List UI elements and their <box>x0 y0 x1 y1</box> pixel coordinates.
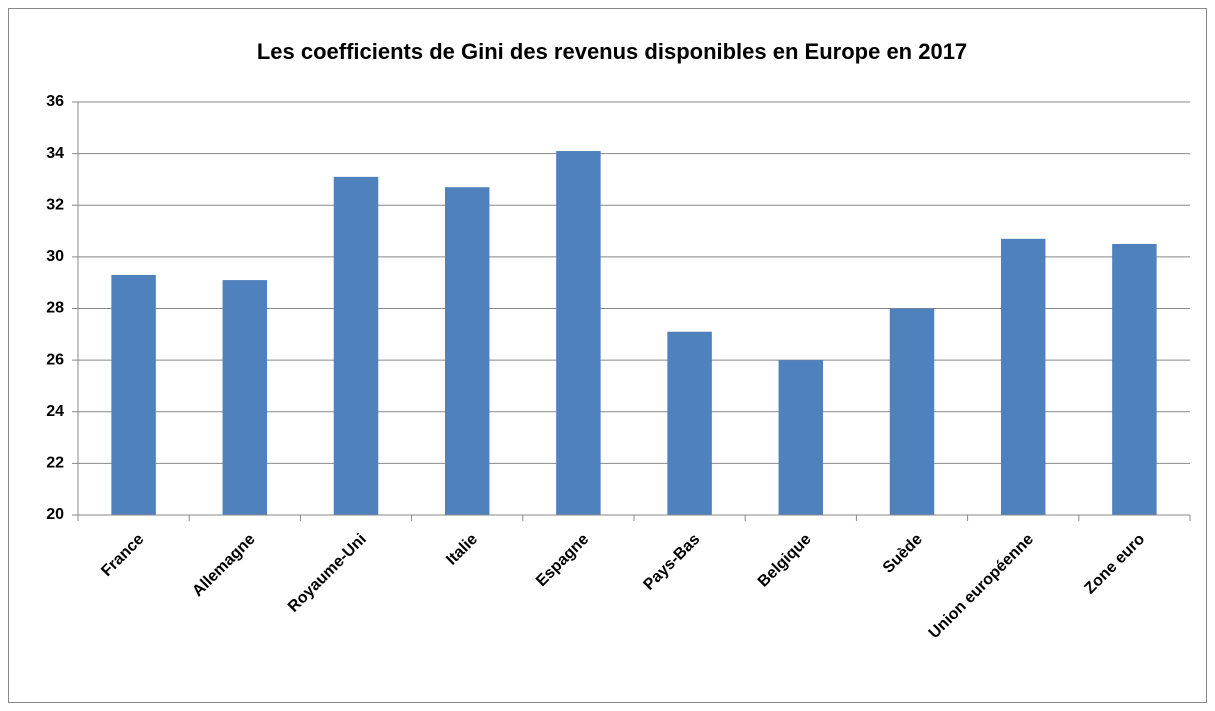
y-tick-label: 34 <box>46 145 64 162</box>
y-tick-label: 28 <box>46 300 64 317</box>
bar <box>444 187 490 515</box>
y-tick-label: 30 <box>46 248 64 265</box>
y-tick-label: 36 <box>46 93 64 110</box>
y-tick-label: 20 <box>46 506 64 523</box>
bar <box>556 151 601 515</box>
y-tick-label: 32 <box>46 196 64 213</box>
bar <box>1000 238 1046 515</box>
y-tick-label: 22 <box>46 455 64 472</box>
bar <box>778 360 824 515</box>
y-tick-label: 24 <box>46 403 64 420</box>
bar <box>1112 243 1157 515</box>
bar <box>111 274 156 515</box>
bar <box>889 308 935 515</box>
y-tick-label: 26 <box>46 351 64 368</box>
bar <box>333 176 379 515</box>
chart-title: Les coefficients de Gini des revenus dis… <box>257 39 967 64</box>
bar <box>222 280 268 515</box>
bar <box>667 331 712 515</box>
